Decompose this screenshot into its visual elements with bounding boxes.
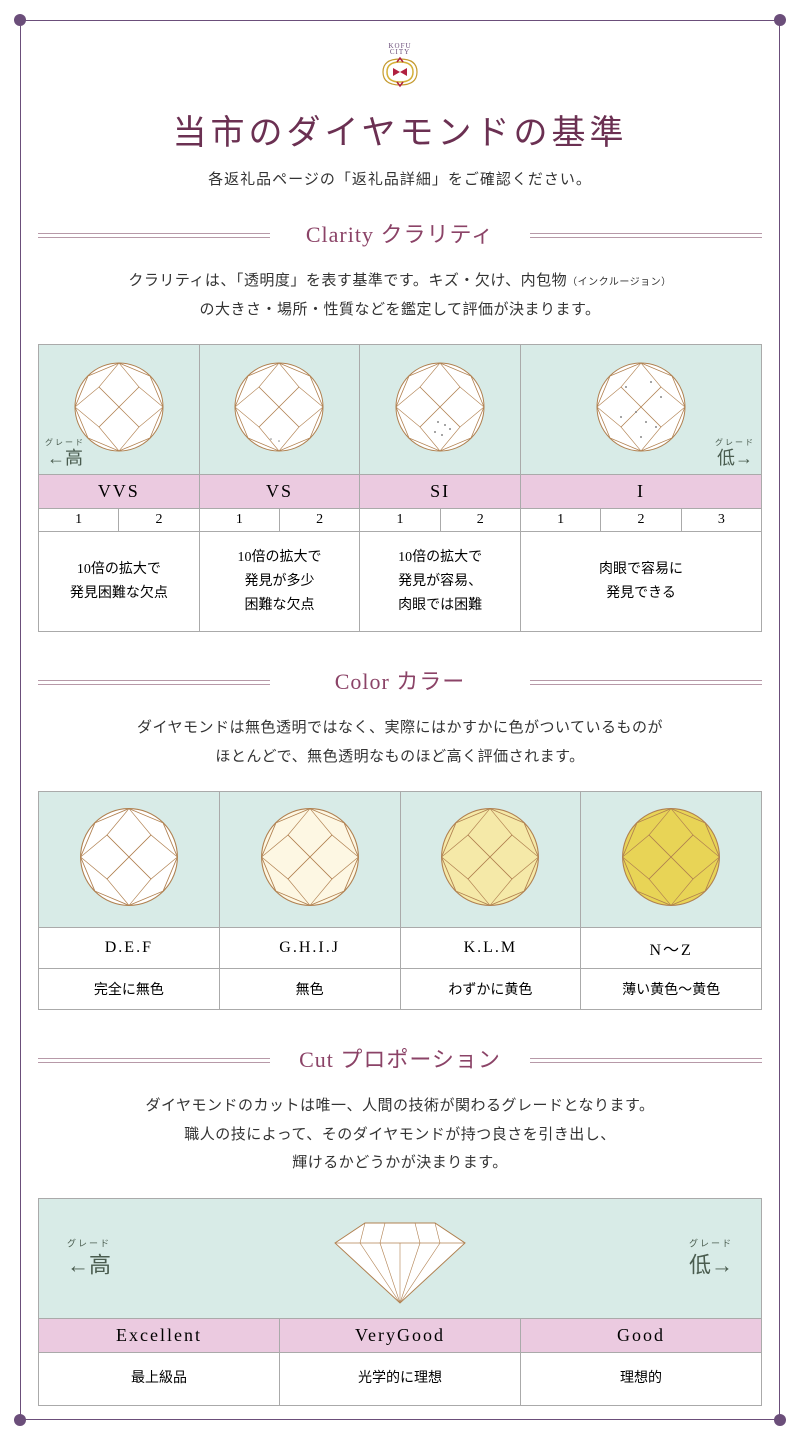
diamond-icon [591,357,691,457]
clarity-desc: 10倍の拡大で 発見困難な欠点 [39,532,200,632]
cut-desc: 最上級品 [39,1352,280,1405]
diamond-cell [400,792,581,928]
corner-ornament [774,1414,786,1426]
cut-grade: VeryGood [280,1318,521,1352]
cut-desc: 理想的 [521,1352,762,1405]
color-grade: K.L.M [400,928,581,969]
clarity-desc: 10倍の拡大で 発見が容易、 肉眼では困難 [360,532,521,632]
corner-ornament [14,1414,26,1426]
diamond-cell [360,345,521,475]
color-table: D.E.FG.H.I.JK.L.MN～Z 完全に無色無色わずかに黄色薄い黄色～黄… [38,791,762,1010]
section-heading: Clarity クラリティ [38,217,762,249]
clarity-desc: 肉眼で容易に 発見できる [520,532,761,632]
diamond-cell [199,345,360,475]
diamond-cell [219,792,400,928]
page-title: 当市のダイヤモンドの基準 [173,105,628,154]
diamond-icon [390,357,490,457]
color-grade: N～Z [581,928,762,969]
diamond-cell [581,792,762,928]
color-desc: わずかに黄色 [400,969,581,1010]
diamond-icon [229,357,329,457]
kofu-city-logo: KOFU CITY [373,42,427,95]
grade-low-label: グレード低→ [715,437,755,470]
section-heading: Cut プロポーション [38,1042,762,1074]
color-grade: G.H.I.J [219,928,400,969]
clarity-grade: VVS [39,475,200,509]
diamond-cell [39,792,220,928]
corner-ornament [774,14,786,26]
cut-grade: Excellent [39,1318,280,1352]
grade-low-label: グレード低→ [689,1237,733,1280]
grade-high-label: グレード←高 [67,1237,111,1280]
color-desc: 無色 [219,969,400,1010]
clarity-grade: VS [199,475,360,509]
color-desc: 薄い黄色～黄色 [581,969,762,1010]
clarity-grade: I [520,475,761,509]
color-section: Color カラー ダイヤモンドは無色透明ではなく、実際にはかすかに色がついてい… [38,664,762,1010]
cut-table: グレード←高 グレード低→ Excellent VeryGood Good [38,1198,762,1406]
diamond-side-icon [315,1208,485,1308]
clarity-section: Clarity クラリティ クラリティは、「透明度」を表す基準です。キズ・欠け、… [38,217,762,632]
clarity-table: グレード←高 グレード低→ VVS VS SI I 12 12 12 [38,344,762,632]
clarity-description: クラリティは、「透明度」を表す基準です。キズ・欠け、内包物（インクルージョン） … [38,267,762,324]
cut-description: ダイヤモンドのカットは唯一、人間の技術が関わるグレードとなります。職人の技によっ… [38,1092,762,1178]
clarity-grade: SI [360,475,521,509]
section-heading: Color カラー [38,664,762,696]
page-subtitle: 各返礼品ページの「返礼品詳細」をご確認ください。 [208,168,592,189]
color-description: ダイヤモンドは無色透明ではなく、実際にはかすかに色がついているものがほとんどで、… [38,714,762,771]
color-desc: 完全に無色 [39,969,220,1010]
cut-diamond-cell: グレード←高 グレード低→ [39,1198,762,1318]
diamond-cell: グレード低→ [520,345,761,475]
cut-grade: Good [521,1318,762,1352]
grade-high-label: グレード←高 [45,437,85,470]
corner-ornament [14,14,26,26]
cut-desc: 光学的に理想 [280,1352,521,1405]
color-grade: D.E.F [39,928,220,969]
diamond-cell: グレード←高 [39,345,200,475]
cut-section: Cut プロポーション ダイヤモンドのカットは唯一、人間の技術が関わるグレードと… [38,1042,762,1405]
clarity-desc: 10倍の拡大で 発見が多少 困難な欠点 [199,532,360,632]
